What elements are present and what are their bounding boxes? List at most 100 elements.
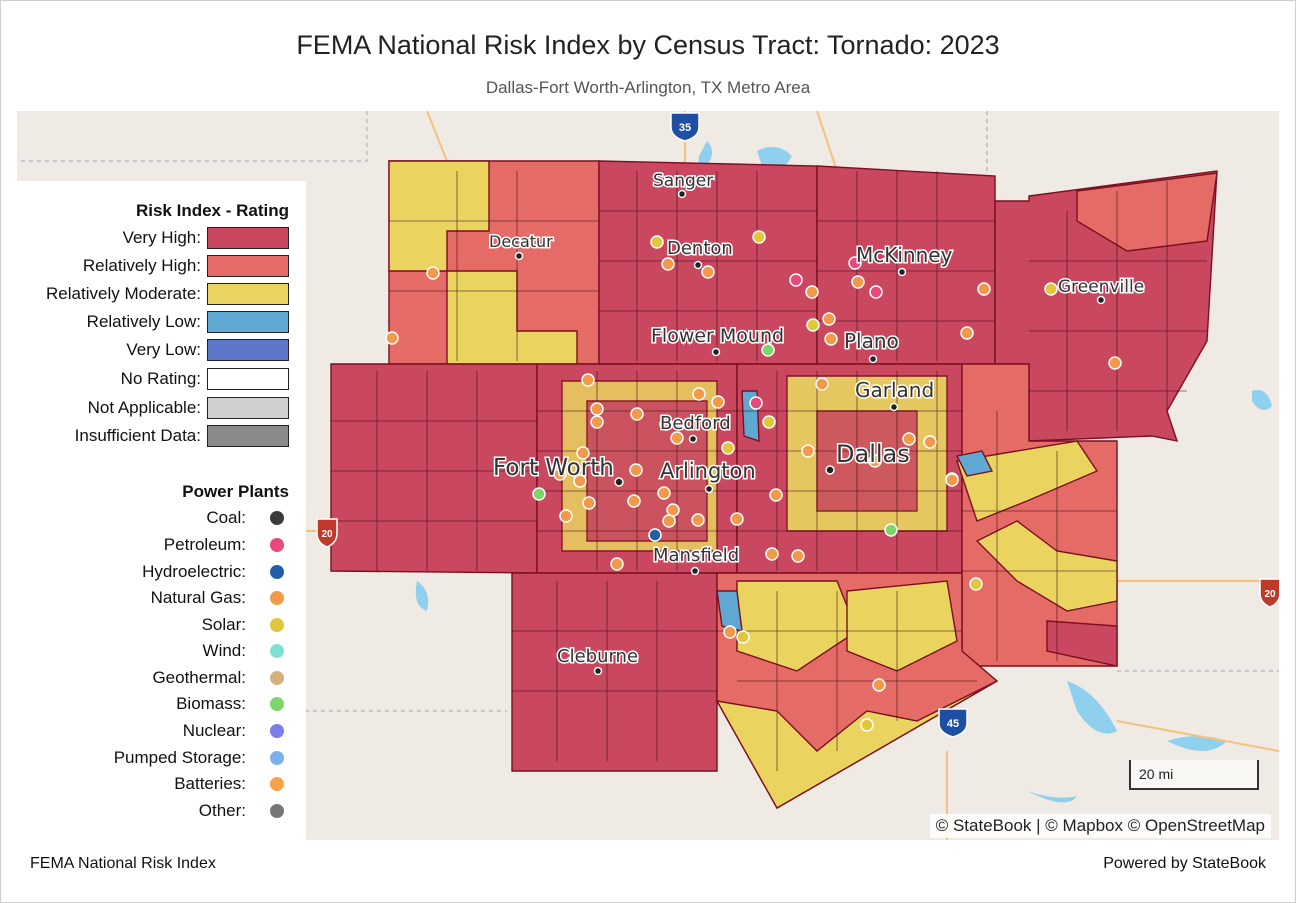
legend-dot — [270, 671, 284, 685]
legend-label: Insufficient Data: — [74, 426, 201, 445]
legend-item-not-applicable: Not Applicable: — [88, 395, 289, 421]
legend-swatch — [207, 368, 289, 390]
legend-swatch — [207, 311, 289, 333]
plant-marker — [582, 496, 596, 510]
city-dot — [614, 477, 624, 487]
interstate-shield-label: 45 — [947, 718, 959, 730]
plant-marker — [945, 473, 959, 487]
plant-marker — [666, 503, 680, 517]
legend-item-insufficient-data: Insufficient Data: — [75, 423, 289, 449]
plant-marker — [590, 402, 604, 416]
plant-marker — [752, 230, 766, 244]
plant-marker — [662, 514, 676, 528]
legend-label: Not Applicable: — [87, 398, 201, 417]
interstate-shield-label: 20 — [1264, 589, 1276, 600]
plant-marker — [573, 474, 587, 488]
legend-swatch — [207, 283, 289, 305]
city-label-mckinney: McKinney — [856, 243, 953, 267]
legend-item-petroleum: Petroleum: — [164, 532, 306, 558]
legend-swatch — [207, 425, 289, 447]
city-dot — [868, 354, 878, 364]
plant-marker — [762, 415, 776, 429]
legend-swatch — [207, 397, 289, 419]
scale-bar: 20 mi — [1129, 760, 1259, 790]
plant-marker — [977, 282, 991, 296]
legend-item-relatively-moderate: Relatively Moderate: — [46, 281, 289, 307]
city-label-denton: Denton — [667, 238, 733, 259]
plant-marker — [822, 312, 836, 326]
legend-label: Relatively Low: — [86, 312, 201, 331]
city-label-greenville: Greenville — [1058, 277, 1144, 297]
city-label-flower-mound: Flower Mound — [651, 325, 784, 347]
city-dot — [688, 434, 698, 444]
legend-label: Wind: — [202, 641, 246, 660]
legend-dot — [270, 618, 284, 632]
highway-shields: 35 45 20 20 — [316, 112, 1279, 738]
region-kaufman-veryhigh — [1046, 620, 1118, 667]
city-label-bedford: Bedford — [660, 413, 731, 434]
plant-marker — [590, 415, 604, 429]
plant-marker — [884, 523, 898, 537]
plant-marker — [805, 285, 819, 299]
city-dot — [514, 251, 524, 261]
map-attribution[interactable]: © StateBook | © Mapbox © OpenStreetMap — [929, 814, 1271, 838]
legend-panel: Risk Index - Rating Very High: Relativel… — [17, 181, 306, 840]
plant-marker — [969, 577, 983, 591]
city-dot — [1096, 295, 1106, 305]
legend-item-biomass: Biomass: — [176, 691, 306, 717]
legend-label: Geothermal: — [152, 668, 246, 687]
city-dot — [690, 566, 700, 576]
legend-swatch — [207, 255, 289, 277]
legend-dot — [270, 724, 284, 738]
plant-marker — [648, 528, 662, 542]
legend-item-very-low: Very Low: — [126, 337, 289, 363]
city-labels: Sanger Decatur Denton McKinney Greenvill… — [488, 170, 1146, 676]
legend-item-relatively-high: Relatively High: — [83, 253, 289, 279]
city-dot — [825, 465, 835, 475]
city-label-sanger: Sanger — [653, 171, 713, 191]
legend-label: Relatively High: — [82, 256, 201, 275]
city-label-decatur: Decatur — [489, 232, 553, 251]
legend-label: Batteries: — [174, 774, 246, 793]
plant-marker — [848, 256, 862, 270]
legend-label: No Rating: — [120, 369, 201, 388]
power-plants — [385, 230, 1122, 732]
plant-marker — [765, 547, 779, 561]
city-label-arlington: Arlington — [660, 459, 756, 483]
footer-powered-by[interactable]: Powered by StateBook — [1103, 855, 1266, 872]
legend-dot — [270, 591, 284, 605]
plant-marker — [869, 285, 883, 299]
region-kaufman-moderate2 — [975, 520, 1118, 612]
map-title: FEMA National Risk Index by Census Tract… — [296, 30, 1000, 60]
interstate-shield — [1259, 578, 1279, 608]
map-subtitle: Dallas-Fort Worth-Arlington, TX Metro Ar… — [485, 78, 811, 97]
city-label-garland: Garland — [855, 378, 934, 402]
plant-marker — [761, 343, 775, 357]
legend-label: Solar: — [201, 615, 246, 634]
interstate-shield — [316, 518, 338, 548]
plant-marker — [824, 332, 838, 346]
legend-item-solar: Solar: — [202, 612, 306, 638]
legend-swatch — [207, 227, 289, 249]
city-dot — [711, 347, 721, 357]
legend-label: Natural Gas: — [150, 588, 246, 607]
plant-marker — [801, 444, 815, 458]
plant-marker — [730, 512, 744, 526]
legend-dot — [270, 804, 284, 818]
legend-dot — [270, 751, 284, 765]
plant-marker — [791, 549, 805, 563]
plant-marker — [553, 467, 567, 481]
map-canvas: Sanger Decatur Denton McKinney Greenvill… — [17, 111, 1279, 840]
legend-dot — [270, 565, 284, 579]
city-label-cleburne: Cleburne — [557, 646, 638, 667]
region-low-2 — [955, 450, 994, 477]
city-label-plano: Plano — [844, 329, 899, 353]
legend-item-batteries: Batteries: — [174, 771, 306, 797]
interstate-shield — [670, 112, 700, 142]
legend-item-wind: Wind: — [203, 638, 306, 664]
plant-marker — [1108, 356, 1122, 370]
interstate-shield — [938, 708, 968, 738]
city-dot — [704, 484, 714, 494]
plant-marker — [670, 431, 684, 445]
scale-label: 20 mi — [1139, 766, 1174, 782]
